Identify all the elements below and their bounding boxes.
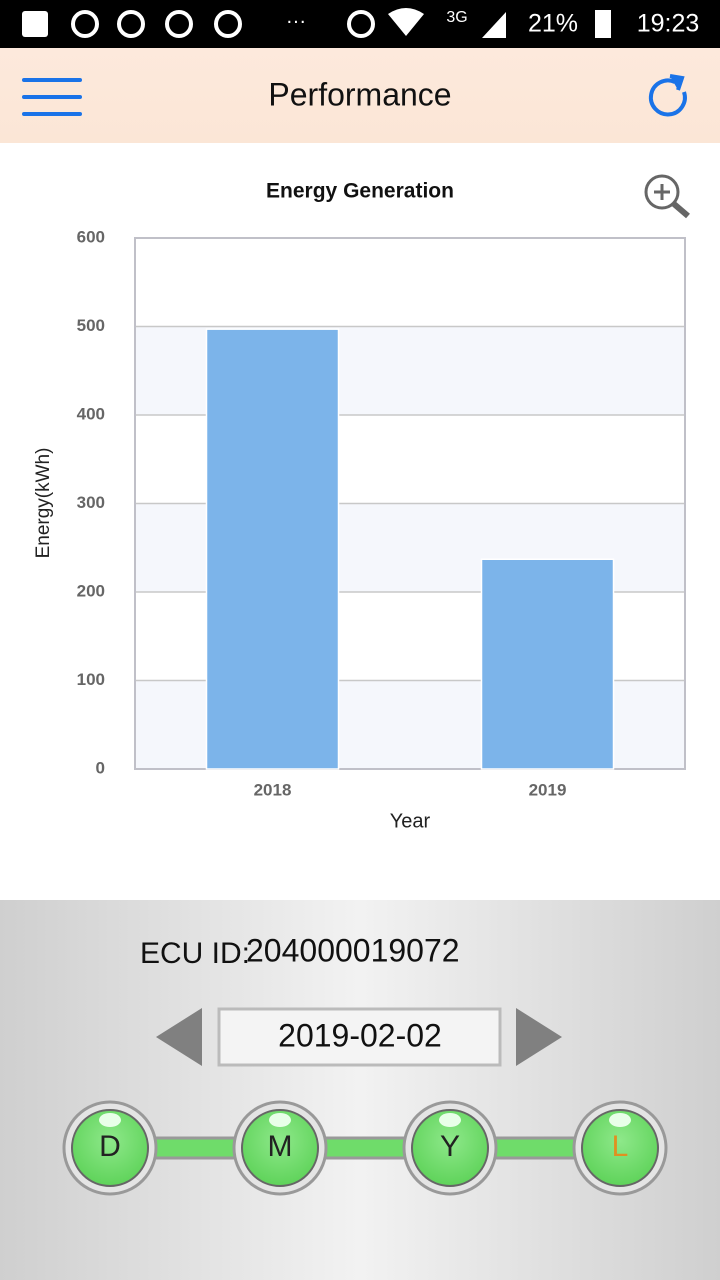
status-bar xyxy=(0,0,720,48)
network-type: 3G xyxy=(446,9,467,26)
wifi-icon xyxy=(388,8,424,36)
facebook-icon xyxy=(22,11,48,37)
battery-level: 21% xyxy=(528,10,578,38)
y-tick-label: 500 xyxy=(77,316,105,335)
period-button-shine xyxy=(269,1113,291,1127)
period-button-shine xyxy=(609,1113,631,1127)
period-button-shine xyxy=(439,1113,461,1127)
y-axis-label: Energy(kWh) xyxy=(33,448,54,559)
bar-chart: Energy Generation 0 100 200 300 400 500 600 2018… xyxy=(33,180,686,832)
period-button[interactable] xyxy=(241,1109,319,1187)
chrome-icons xyxy=(71,10,375,38)
y-tick-label: 100 xyxy=(77,670,105,689)
y-tick-label: 600 xyxy=(77,227,105,246)
next-date-button[interactable] xyxy=(516,1008,562,1066)
previous-date-button[interactable] xyxy=(156,1008,202,1066)
refresh-button[interactable] xyxy=(648,74,687,117)
y-tick-label: 400 xyxy=(77,404,105,423)
control-panel xyxy=(0,900,720,1280)
chart-title: Energy Generation xyxy=(266,180,454,203)
x-tick-label: 2019 xyxy=(529,780,567,799)
period-label: D xyxy=(99,1130,121,1163)
period-button[interactable] xyxy=(581,1109,659,1187)
battery-icon xyxy=(595,10,611,38)
period-label: L xyxy=(612,1130,629,1163)
more-icon: ··· xyxy=(286,10,306,32)
ecu-label: ECU ID: xyxy=(140,937,250,970)
menu-button[interactable] xyxy=(22,78,82,116)
date-value: 2019-02-02 xyxy=(278,1017,442,1053)
period-label: Y xyxy=(440,1130,460,1163)
plot-frame xyxy=(134,237,686,770)
period-button[interactable] xyxy=(411,1109,489,1187)
clock: 19:23 xyxy=(637,10,700,38)
y-tick-label: 300 xyxy=(77,493,105,512)
app-header xyxy=(0,48,720,143)
y-tick-label: 0 xyxy=(96,758,105,777)
period-button[interactable] xyxy=(71,1109,149,1187)
signal-icon xyxy=(482,12,506,38)
bar xyxy=(205,328,340,770)
period-label: M xyxy=(268,1130,293,1163)
ecu-id: 204000019072 xyxy=(246,932,460,968)
period-button-shine xyxy=(99,1113,121,1127)
x-axis-label: Year xyxy=(390,810,431,832)
page-title: Performance xyxy=(268,76,451,112)
zoom-button[interactable] xyxy=(644,174,690,219)
bar xyxy=(480,558,615,770)
date-box[interactable] xyxy=(217,1007,502,1067)
x-tick-label: 2018 xyxy=(254,780,292,799)
y-tick-label: 200 xyxy=(77,581,105,600)
period-track xyxy=(108,1136,622,1160)
